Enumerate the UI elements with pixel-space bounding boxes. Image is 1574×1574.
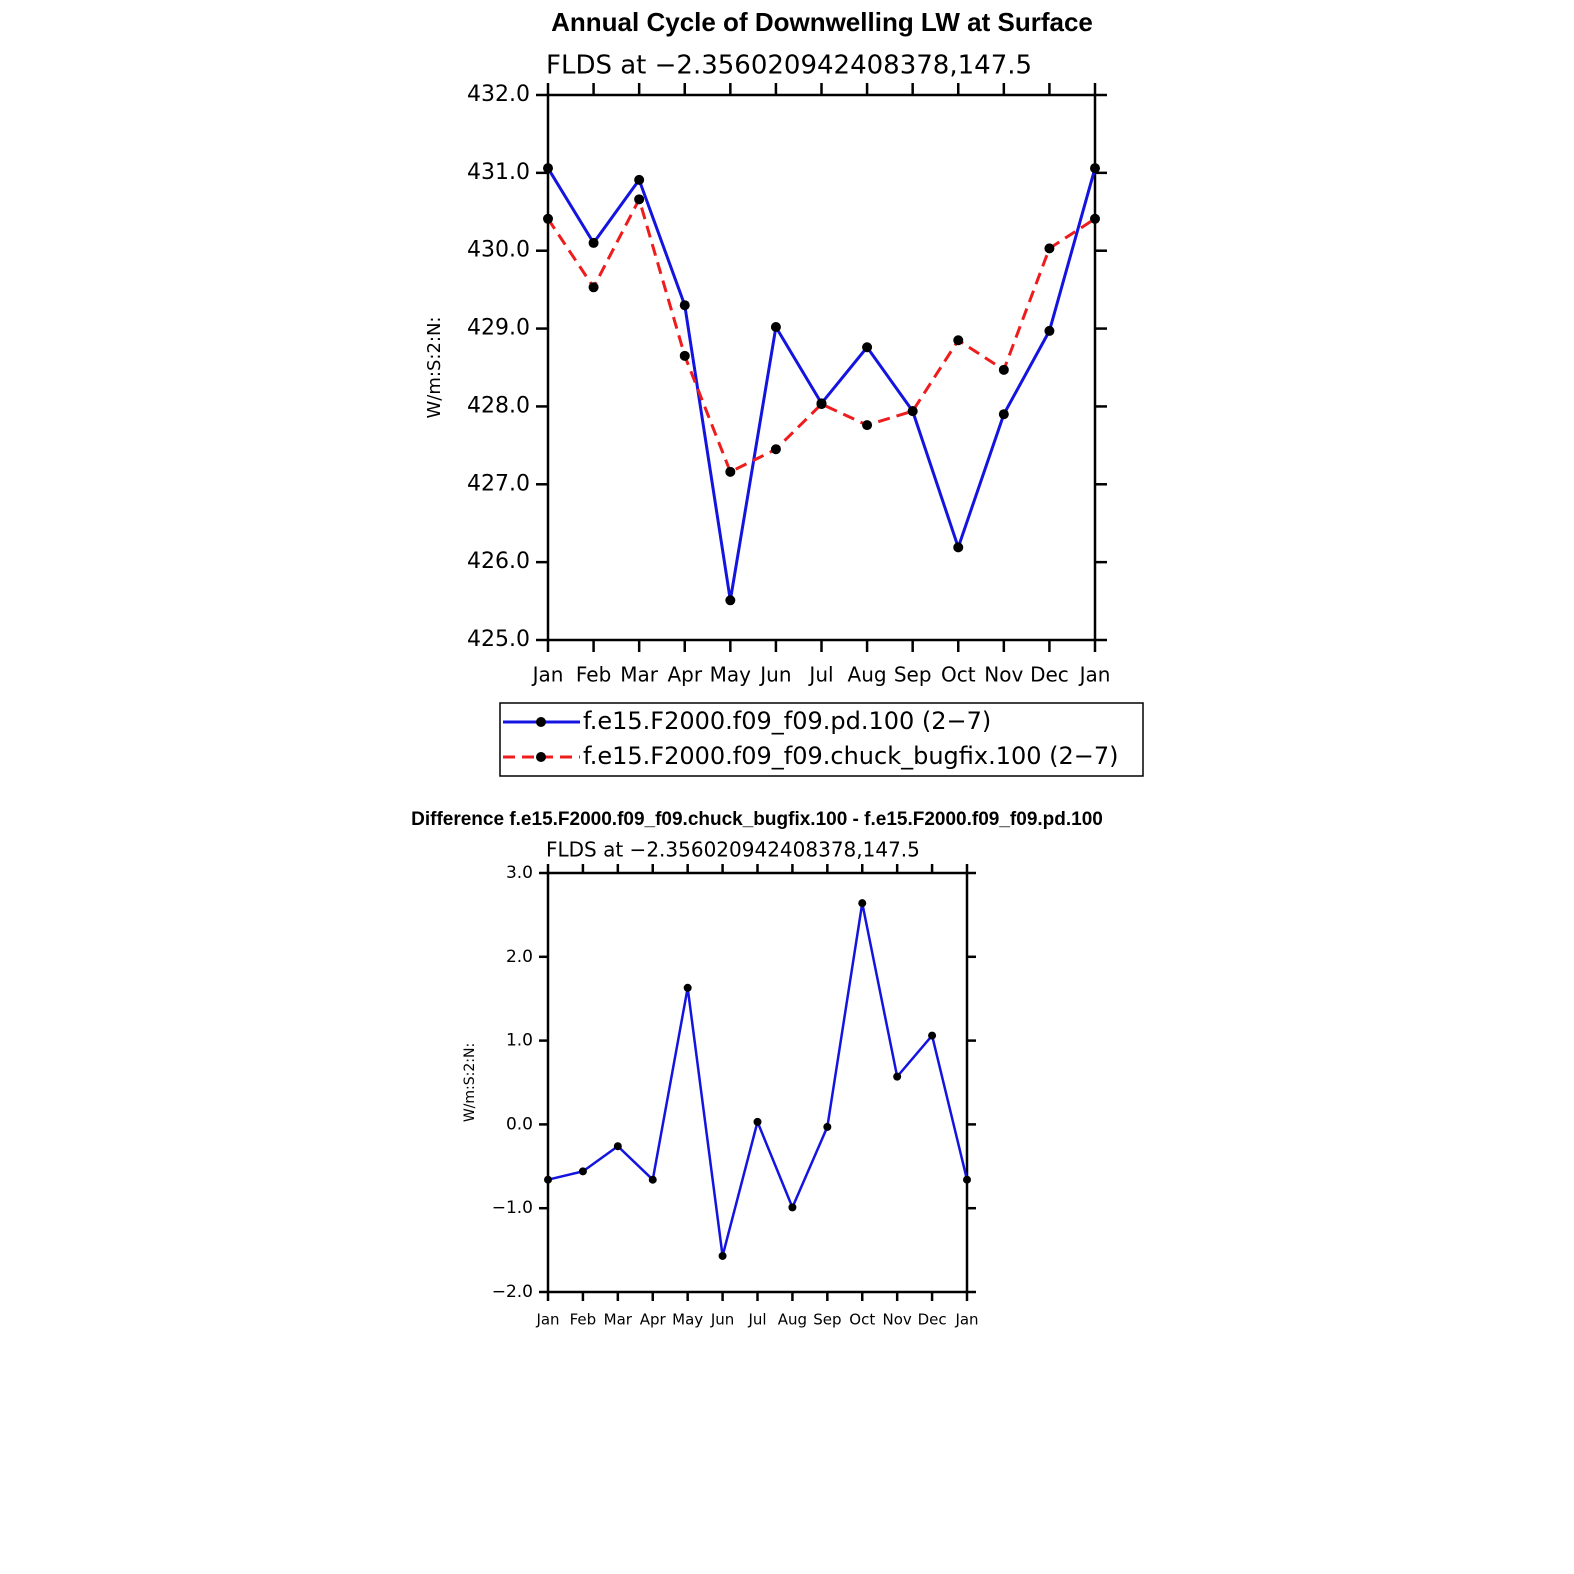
x-tick-label: Feb xyxy=(570,1311,597,1329)
y-tick-label: 2.0 xyxy=(506,947,533,967)
data-point xyxy=(953,335,964,346)
data-point xyxy=(588,282,599,293)
y-tick-label: 430.0 xyxy=(467,238,530,263)
plot-frame xyxy=(546,93,1097,642)
data-point xyxy=(613,1142,622,1151)
data-point xyxy=(753,1117,762,1126)
x-tick-label: Jul xyxy=(747,1311,766,1329)
x-tick-label: Jan xyxy=(531,663,564,687)
x-tick-label: Oct xyxy=(849,1311,875,1329)
data-point xyxy=(679,300,690,311)
x-tick-label: Dec xyxy=(1030,663,1069,687)
legend-label: f.e15.F2000.f09_f09.chuck_bugfix.100 (2−… xyxy=(583,742,1119,770)
data-point xyxy=(634,194,645,205)
y-tick-label: −1.0 xyxy=(492,1198,533,1218)
y-tick-label: 432.0 xyxy=(467,82,530,107)
data-point xyxy=(907,406,918,417)
y-tick-label: 0.0 xyxy=(506,1114,533,1134)
data-point xyxy=(648,1175,657,1184)
y-tick-label: 427.0 xyxy=(467,471,530,496)
data-point xyxy=(928,1031,937,1040)
x-tick-label: May xyxy=(672,1311,703,1329)
data-point xyxy=(683,983,692,992)
y-tick-label: 1.0 xyxy=(506,1031,533,1051)
data-point xyxy=(788,1203,797,1212)
x-tick-label: Jan xyxy=(535,1311,559,1329)
series-line xyxy=(546,195,1096,474)
data-point xyxy=(953,542,964,553)
data-point xyxy=(588,237,599,248)
x-tick-label: Apr xyxy=(640,1311,667,1329)
x-tick-label: Jun xyxy=(710,1311,734,1329)
data-point xyxy=(862,420,873,431)
y-tick-label: 426.0 xyxy=(467,549,530,574)
data-point xyxy=(1090,163,1100,174)
data-point xyxy=(725,595,736,606)
series-line xyxy=(547,902,969,1257)
data-point xyxy=(1090,213,1100,224)
data-point xyxy=(679,350,690,361)
data-point xyxy=(823,1122,832,1131)
x-tick-label: Jun xyxy=(758,663,791,687)
x-tick-label: Jan xyxy=(954,1311,978,1329)
x-tick-label: Nov xyxy=(984,663,1023,687)
x-tick-label: Jan xyxy=(1078,663,1111,687)
data-point xyxy=(543,163,553,174)
data-point xyxy=(770,444,781,455)
chart-subtitle: FLDS at −2.356020942408378,147.5 xyxy=(546,51,1032,81)
x-tick-label: Nov xyxy=(883,1311,912,1329)
x-tick-label: Mar xyxy=(620,663,659,687)
data-point xyxy=(1044,325,1055,336)
plot-frame xyxy=(546,871,969,1294)
chart-title: Difference f.e15.F2000.f09_f09.chuck_bug… xyxy=(411,809,1103,830)
data-point xyxy=(544,1175,552,1184)
x-tick-label: Oct xyxy=(941,663,976,687)
data-point xyxy=(893,1072,902,1081)
y-tick-label: 431.0 xyxy=(467,160,530,185)
y-tick-label: −2.0 xyxy=(492,1282,533,1302)
data-point xyxy=(858,899,867,908)
chart-title: Annual Cycle of Downwelling LW at Surfac… xyxy=(551,7,1093,37)
data-point xyxy=(770,322,781,333)
data-point xyxy=(862,342,873,353)
series-line xyxy=(546,167,1097,601)
y-tick-label: 428.0 xyxy=(467,393,530,418)
data-point xyxy=(543,213,553,224)
data-point xyxy=(578,1167,587,1176)
data-point xyxy=(1044,243,1055,254)
x-tick-label: Mar xyxy=(604,1311,633,1329)
x-tick-label: Aug xyxy=(848,663,887,687)
y-tick-label: 3.0 xyxy=(506,863,533,883)
x-tick-label: Aug xyxy=(778,1311,807,1329)
data-point xyxy=(725,466,736,477)
data-point xyxy=(634,174,645,185)
data-point xyxy=(998,409,1009,420)
y-axis-label: W/m:S:2:N: xyxy=(424,317,445,419)
data-point xyxy=(963,1175,971,1184)
x-tick-label: Feb xyxy=(576,663,611,687)
legend-marker xyxy=(536,752,546,762)
data-point xyxy=(718,1251,727,1260)
chart-subtitle: FLDS at −2.356020942408378,147.5 xyxy=(546,838,920,862)
y-axis-label: W/m:S:2:N: xyxy=(462,1043,478,1122)
data-point xyxy=(998,364,1009,375)
legend-marker xyxy=(536,717,546,727)
data-point xyxy=(816,399,827,410)
y-tick-label: 425.0 xyxy=(467,627,530,652)
x-tick-label: Dec xyxy=(918,1311,947,1329)
legend-label: f.e15.F2000.f09_f09.pd.100 (2−7) xyxy=(583,707,991,735)
x-tick-label: Jul xyxy=(807,663,833,687)
y-tick-label: 429.0 xyxy=(467,316,530,341)
legend-box xyxy=(499,702,1144,777)
x-tick-label: May xyxy=(710,663,752,687)
x-tick-label: Apr xyxy=(667,663,702,687)
x-tick-label: Sep xyxy=(894,663,932,687)
x-tick-label: Sep xyxy=(813,1311,841,1329)
